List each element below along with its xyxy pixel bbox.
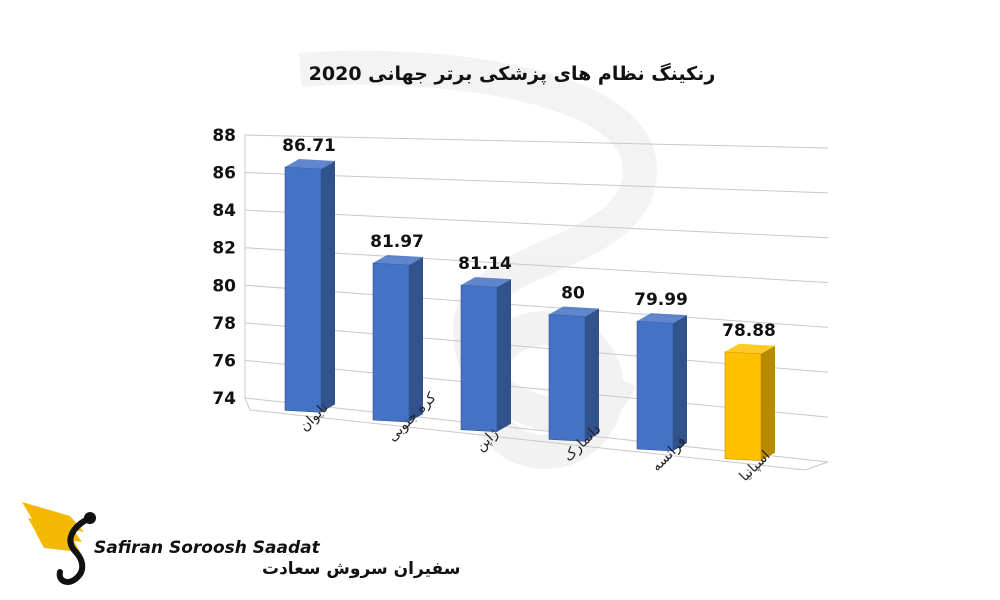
gridline: [244, 134, 829, 149]
chart-floor: [244, 397, 829, 471]
y-tick-label: 86: [212, 164, 236, 184]
data-labels: 86.71 81.97 81.14 80 79.99 78.88: [282, 136, 776, 341]
winged-s-logo-icon: [22, 502, 96, 585]
brand-logo: Safiran Soroosh Saadat سفیران سروش سعادت: [22, 502, 460, 585]
bar: [460, 277, 511, 433]
bars: [284, 158, 775, 461]
data-label: 86.71: [282, 136, 336, 156]
bar: [724, 343, 775, 461]
y-tick-label: 88: [212, 126, 236, 146]
y-tick-label: 76: [212, 351, 236, 371]
bar: [548, 306, 599, 442]
gridline: [244, 284, 829, 328]
logo-name-persian: سفیران سروش سعادت: [262, 559, 460, 579]
data-label: 79.99: [634, 290, 688, 310]
y-tick-label: 80: [212, 276, 236, 296]
y-tick-label: 78: [212, 314, 236, 334]
bar: [372, 255, 423, 423]
chart-title: رنکینگ نظام های پزشکی برتر جهانی 2020: [309, 62, 716, 85]
y-tick-label: 82: [212, 239, 236, 259]
y-axis-ticks: 74 76 78 80 82 84 86 88: [212, 126, 236, 409]
bar: [284, 158, 335, 413]
data-label: 81.14: [458, 254, 512, 274]
gridline: [244, 247, 829, 284]
data-label: 81.97: [370, 232, 424, 252]
bar: [636, 313, 687, 452]
y-tick-label: 74: [212, 389, 236, 409]
gridline: [244, 209, 829, 239]
data-label: 80: [561, 284, 585, 304]
gridline: [244, 172, 829, 194]
y-tick-label: 84: [212, 201, 236, 221]
logo-name-english: Safiran Soroosh Saadat: [94, 538, 321, 558]
data-label: 78.88: [722, 321, 776, 341]
